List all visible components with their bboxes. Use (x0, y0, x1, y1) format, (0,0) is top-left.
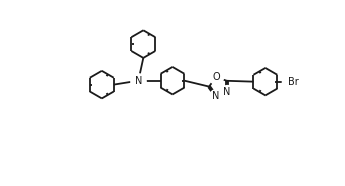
Text: N: N (223, 87, 230, 97)
Text: N: N (135, 76, 142, 86)
Text: N: N (212, 91, 219, 101)
Text: Br: Br (288, 77, 298, 87)
Text: O: O (212, 72, 220, 82)
